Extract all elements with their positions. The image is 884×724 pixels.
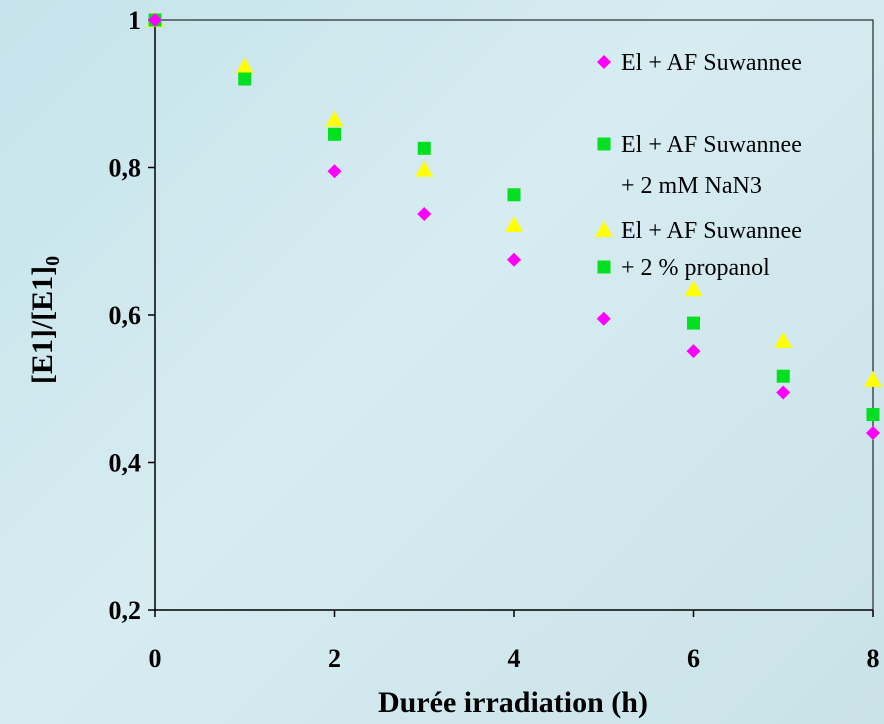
data-point-square [866, 408, 880, 422]
y-tick-label: 0,6 [109, 301, 142, 330]
data-point-square [776, 369, 790, 383]
data-point-diamond [417, 206, 432, 221]
y-tick-label: 0,2 [109, 596, 142, 625]
data-point-diamond [866, 426, 880, 440]
legend-marker-triangle [595, 221, 613, 237]
x-axis-ticks: 0 2 4 6 8 [149, 610, 880, 673]
data-point-square [507, 188, 521, 202]
data-point-square [687, 316, 700, 330]
legend-entry-label: + 2 % propanol [621, 255, 770, 281]
series-diamond [148, 13, 880, 440]
data-point-square [328, 127, 341, 141]
data-point-diamond [327, 164, 342, 179]
data-point-triangle [235, 57, 254, 74]
data-point-triangle [325, 110, 344, 127]
y-axis-title-main: [E1]/[E1] [26, 266, 59, 384]
y-tick-label: 0,8 [109, 154, 142, 183]
data-point-diamond [148, 13, 162, 27]
legend-entry-label: + 2 mM NaN3 [621, 173, 762, 199]
y-tick-label: 0,4 [109, 449, 142, 478]
legend-marker-diamond [597, 55, 611, 69]
x-tick-label: 8 [867, 644, 880, 673]
y-tick-label: 1 [128, 6, 141, 35]
y-axis-title-subscript: 0 [42, 256, 64, 266]
plot-area [154, 19, 874, 611]
y-axis-title: [E1]/[E1]0 [26, 256, 64, 384]
legend-entry-label: El + AF Suwannee [621, 132, 802, 158]
x-tick-label: 4 [508, 644, 521, 673]
legend-entry-label: El + AF Suwannee [621, 218, 802, 244]
plot-frame [154, 19, 874, 611]
legend: El + AF Suwannee El + AF Suwannee + 2 mM N… [595, 50, 802, 281]
data-point-triangle [774, 331, 793, 348]
data-point-diamond [686, 344, 701, 359]
y-axis-ticks: 0,2 0,4 0,6 0,8 1 [109, 6, 155, 625]
data-point-triangle [684, 280, 703, 297]
data-point-diamond [776, 385, 791, 400]
data-markers [146, 11, 882, 440]
legend-marker-square [597, 260, 611, 274]
data-point-diamond [507, 252, 521, 267]
data-point-square [417, 141, 431, 155]
x-axis-title: Durée irradiation (h) [378, 686, 648, 719]
x-tick-label: 2 [328, 644, 341, 673]
data-point-triangle [415, 160, 434, 177]
x-tick-label: 0 [149, 644, 162, 673]
data-point-triangle [864, 370, 882, 387]
data-point-diamond [596, 311, 611, 326]
x-tick-label: 6 [687, 644, 700, 673]
legend-entry-label: El + AF Suwannee [621, 50, 802, 76]
data-point-triangle [505, 216, 523, 233]
data-point-square [238, 72, 252, 86]
legend-marker-square [597, 137, 611, 151]
